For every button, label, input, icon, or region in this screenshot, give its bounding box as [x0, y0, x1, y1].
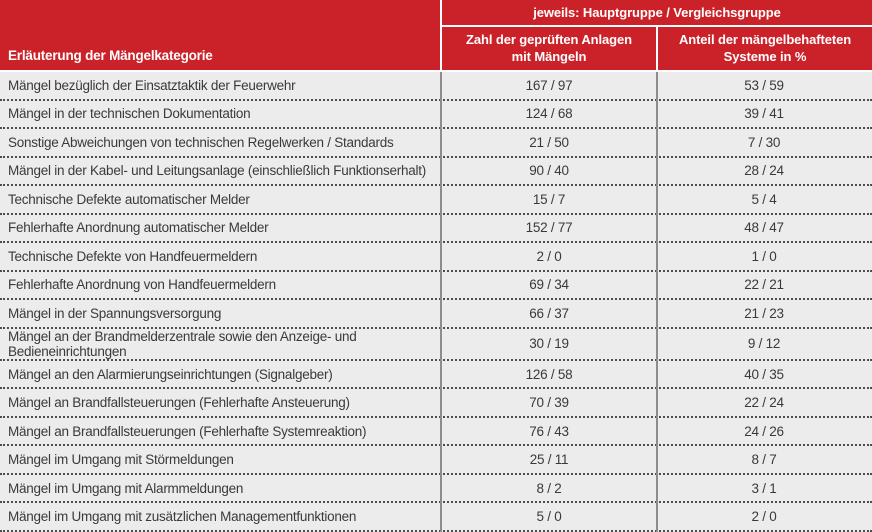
- percent-cell: 28 / 24: [744, 163, 784, 179]
- table-header: Erläuterung der Mängelkategorie jeweils:…: [0, 0, 872, 72]
- table-row: Mängel in der Spannungsversorgung 66 / 3…: [0, 300, 872, 329]
- percent-cell: 53 / 59: [744, 77, 784, 93]
- table-row: Mängel in der Kabel- und Leitungsanlage …: [0, 158, 872, 187]
- percent-cell: 8 / 7: [751, 452, 777, 468]
- count-cell: 66 / 37: [529, 306, 569, 322]
- table-row: Mängel an der Brandmelderzentrale sowie …: [0, 329, 872, 361]
- category-cell: Mängel im Umgang mit zusätzlichen Manage…: [8, 509, 357, 525]
- table-row: Sonstige Abweichungen von technischen Re…: [0, 129, 872, 158]
- table-row: Fehlerhafte Anordnung von Handfeuermelde…: [0, 272, 872, 301]
- category-cell: Fehlerhafte Anordnung von Handfeuermelde…: [8, 277, 276, 293]
- table-row: Mängel im Umgang mit zusätzlichen Manage…: [0, 503, 872, 532]
- table-row: Mängel im Umgang mit Störmeldungen 25 / …: [0, 446, 872, 475]
- table-row: Mängel an den Alarmierungseinrichtungen …: [0, 361, 872, 390]
- category-cell: Technische Defekte von Handfeuermeldern: [8, 248, 258, 264]
- header-count-column: Zahl der geprüften Anlagen mit Mängeln: [442, 27, 656, 70]
- table-row: Mängel in der technischen Dokumentation …: [0, 101, 872, 130]
- count-cell: 167 / 97: [525, 77, 573, 93]
- percent-cell: 39 / 41: [744, 106, 784, 122]
- table-row: Fehlerhafte Anordnung automatischer Meld…: [0, 215, 872, 244]
- count-cell: 70 / 39: [529, 395, 569, 411]
- column-divider-1: [440, 72, 442, 532]
- table-row: Mängel an Brandfallsteuerungen (Fehlerha…: [0, 418, 872, 447]
- table-row: Technische Defekte von Handfeuermeldern …: [0, 243, 872, 272]
- count-cell: 21 / 50: [529, 134, 569, 150]
- percent-cell: 22 / 21: [744, 277, 784, 293]
- category-cell: Sonstige Abweichungen von technischen Re…: [8, 134, 394, 150]
- count-cell: 30 / 19: [529, 336, 569, 352]
- percent-cell: 5 / 4: [751, 191, 777, 207]
- header-group-label: jeweils: Hauptgruppe / Vergleichsgruppe: [442, 0, 872, 25]
- category-cell: Mängel an Brandfallsteuerungen (Fehlerha…: [8, 395, 350, 411]
- category-cell: Mängel in der Kabel- und Leitungsanlage …: [8, 163, 427, 179]
- count-cell: 8 / 2: [536, 480, 562, 496]
- category-cell: Mängel in der Spannungsversorgung: [8, 306, 222, 322]
- category-cell: Technische Defekte automatischer Melder: [8, 191, 250, 207]
- category-cell: Fehlerhafte Anordnung automatischer Meld…: [8, 220, 269, 236]
- count-cell: 5 / 0: [536, 509, 562, 525]
- count-cell: 152 / 77: [525, 220, 573, 236]
- count-cell: 124 / 68: [525, 106, 573, 122]
- percent-cell: 1 / 0: [751, 248, 777, 264]
- header-category-column: Erläuterung der Mängelkategorie: [0, 0, 440, 70]
- table-row: Technische Defekte automatischer Melder …: [0, 186, 872, 215]
- count-cell: 2 / 0: [536, 248, 562, 264]
- count-cell: 25 / 11: [529, 452, 569, 468]
- count-cell: 76 / 43: [529, 423, 569, 439]
- category-cell: Mängel im Umgang mit Alarmmeldungen: [8, 480, 244, 496]
- count-cell: 15 / 7: [532, 191, 566, 207]
- percent-cell: 48 / 47: [744, 220, 784, 236]
- table-row: Mängel im Umgang mit Alarmmeldungen 8 / …: [0, 475, 872, 504]
- count-cell: 126 / 58: [525, 366, 573, 382]
- count-cell: 69 / 34: [529, 277, 569, 293]
- category-cell: Mängel an den Alarmierungseinrichtungen …: [8, 366, 333, 382]
- table-row: Mängel bezüglich der Einsatztaktik der F…: [0, 72, 872, 101]
- percent-cell: 9 / 12: [747, 336, 781, 352]
- percent-cell: 24 / 26: [744, 423, 784, 439]
- category-cell: Mängel im Umgang mit Störmeldungen: [8, 452, 234, 468]
- percent-cell: 21 / 23: [744, 306, 784, 322]
- category-cell: Mängel in der technischen Dokumentation: [8, 106, 251, 122]
- column-divider-2: [656, 72, 658, 532]
- percent-cell: 22 / 24: [744, 395, 784, 411]
- category-cell: Mängel an der Brandmelderzentrale sowie …: [8, 328, 357, 359]
- percent-cell: 40 / 35: [744, 366, 784, 382]
- percent-cell: 7 / 30: [747, 134, 781, 150]
- percent-cell: 2 / 0: [751, 509, 777, 525]
- header-percent-column: Anteil der mängelbehafteten Systeme in %: [658, 27, 872, 70]
- table-row: Mängel an Brandfallsteuerungen (Fehlerha…: [0, 389, 872, 418]
- percent-cell: 3 / 1: [751, 480, 777, 496]
- category-cell: Mängel bezüglich der Einsatztaktik der F…: [8, 77, 296, 93]
- count-cell: 90 / 40: [529, 163, 569, 179]
- category-cell: Mängel an Brandfallsteuerungen (Fehlerha…: [8, 423, 367, 439]
- table-body: Mängel bezüglich der Einsatztaktik der F…: [0, 72, 872, 532]
